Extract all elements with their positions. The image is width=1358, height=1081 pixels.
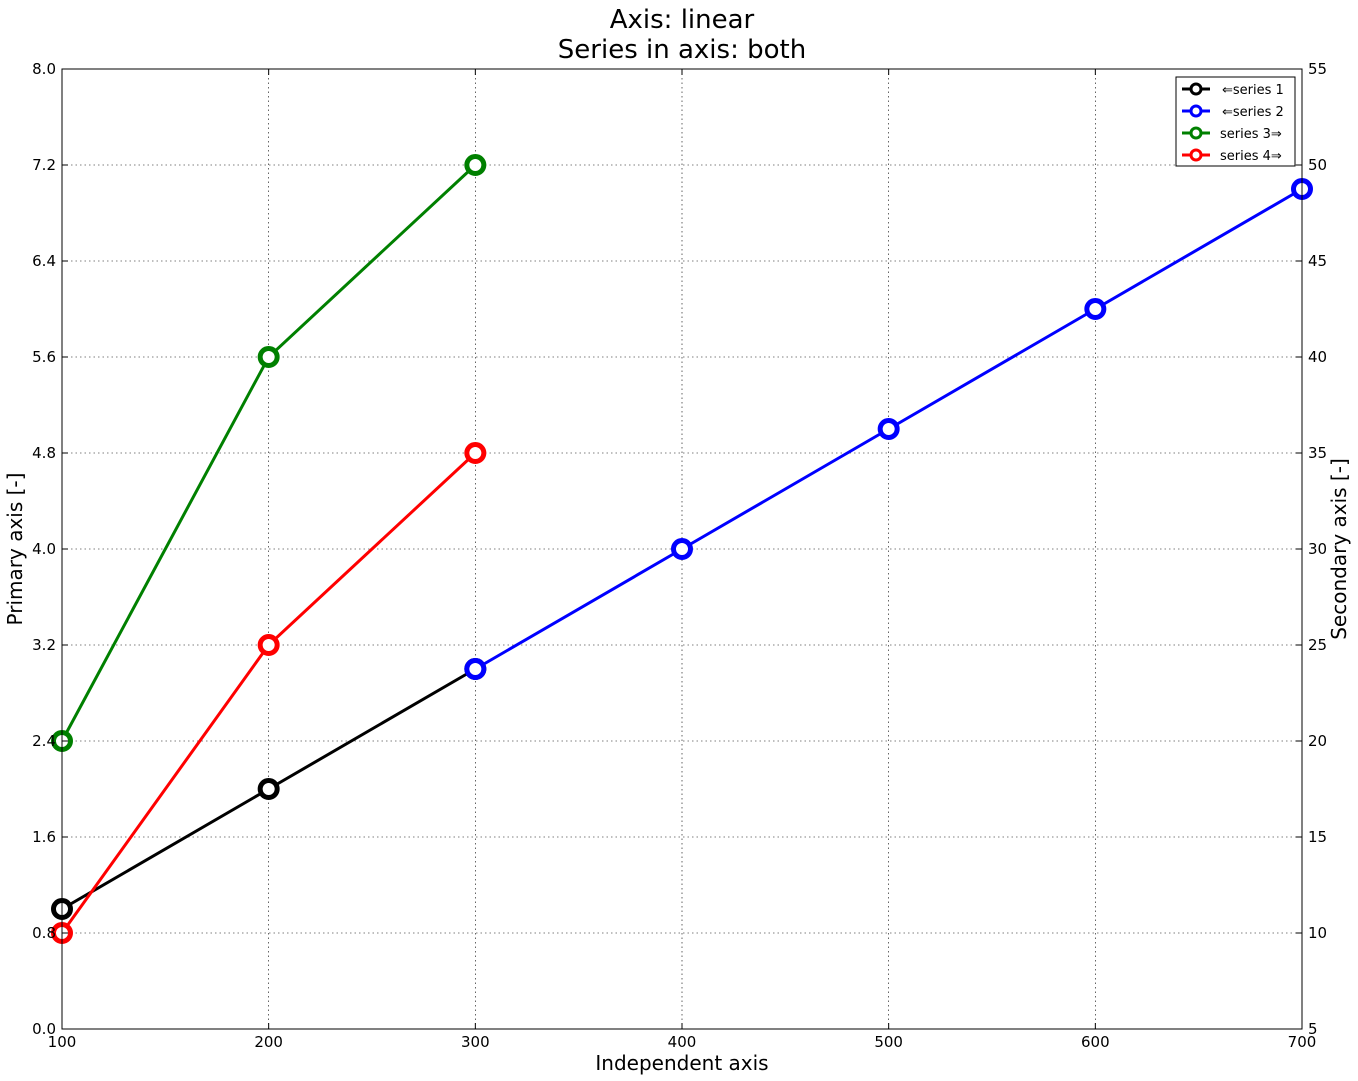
y-tick-label: 4.8 xyxy=(32,444,56,462)
legend-marker xyxy=(1189,126,1203,140)
x-tick-label: 300 xyxy=(461,1033,490,1051)
y-tick-label: 7.2 xyxy=(32,156,56,174)
y-tick-label: 6.4 xyxy=(32,252,56,270)
series-2-point xyxy=(1084,298,1107,320)
y-tick-label: 1.6 xyxy=(32,828,56,846)
y2-tick-label: 10 xyxy=(1308,924,1327,942)
legend-item-4: series 4⇒ xyxy=(1182,148,1282,164)
legend-marker xyxy=(1189,104,1203,118)
legend-label: ⇐series 1 xyxy=(1222,83,1284,98)
series-2-point xyxy=(464,658,487,680)
legend-label: ⇐series 2 xyxy=(1222,105,1284,120)
x-tick-label: 100 xyxy=(48,1033,77,1051)
x-tick-label: 600 xyxy=(1081,1033,1110,1051)
x-tick-label: 200 xyxy=(254,1033,283,1051)
axis-ticks: 100 200 300 400 500 600 700 0.0 0.8 1.6 2.4 3.2 4.0 4… xyxy=(32,60,1327,1051)
x-axis-label: Independent axis xyxy=(595,1051,768,1075)
y-tick-label: 3.2 xyxy=(32,636,56,654)
y2-tick-label: 50 xyxy=(1308,156,1327,174)
y2-tick-label: 55 xyxy=(1308,60,1327,78)
series-3-point xyxy=(464,154,487,176)
y-tick-label: 5.6 xyxy=(32,348,56,366)
series-4-point xyxy=(464,442,487,464)
legend-marker xyxy=(1189,148,1203,162)
y2-tick-label: 25 xyxy=(1308,636,1327,654)
series-4 xyxy=(51,442,487,944)
y-axis-label: Primary axis [-] xyxy=(3,473,27,626)
legend: ⇐series 1 ⇐series 2 series 3⇒ series 4⇒ xyxy=(1175,76,1296,167)
y-tick-label: 8.0 xyxy=(32,60,56,78)
chart-title-line-1: Axis: linear xyxy=(610,5,755,35)
y2-tick-label: 15 xyxy=(1308,828,1327,846)
legend-item-1: ⇐series 1 xyxy=(1182,82,1284,98)
y-tick-label: 4.0 xyxy=(32,540,56,558)
chart-title-line-2: Series in axis: both xyxy=(558,35,806,65)
series-4-point xyxy=(257,634,280,656)
y2-axis-label: Secondary axis [-] xyxy=(1327,458,1351,640)
legend-label: series 4⇒ xyxy=(1220,149,1282,164)
series-1-point xyxy=(257,778,280,800)
y-tick-label: 0.0 xyxy=(32,1020,56,1038)
y2-tick-label: 35 xyxy=(1308,444,1327,462)
legend-label: series 3⇒ xyxy=(1220,127,1282,142)
legend-item-2: ⇐series 2 xyxy=(1182,104,1284,120)
plot-series xyxy=(51,154,1313,944)
y2-tick-label: 5 xyxy=(1308,1020,1318,1038)
legend-marker xyxy=(1189,82,1203,96)
series-2-point xyxy=(877,418,900,440)
x-tick-label: 700 xyxy=(1288,1033,1317,1051)
series-3-point xyxy=(257,346,280,368)
y-tick-label: 2.4 xyxy=(32,732,56,750)
series-2-point xyxy=(671,538,693,560)
y2-tick-label: 40 xyxy=(1308,348,1327,366)
x-tick-label: 500 xyxy=(874,1033,903,1051)
legend-item-3: series 3⇒ xyxy=(1182,126,1282,142)
y2-tick-label: 20 xyxy=(1308,732,1327,750)
y2-tick-label: 45 xyxy=(1308,252,1327,270)
y-tick-label: 0.8 xyxy=(32,924,56,942)
y2-tick-label: 30 xyxy=(1308,540,1327,558)
x-tick-label: 400 xyxy=(668,1033,697,1051)
